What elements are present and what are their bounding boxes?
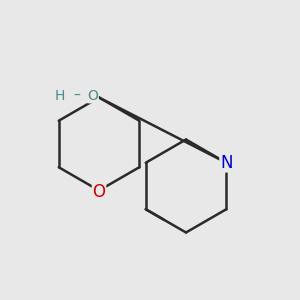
Text: N: N [220,154,233,172]
Text: H: H [54,89,64,103]
Text: –: – [73,89,80,103]
Text: O: O [92,183,106,201]
Text: O: O [88,89,98,103]
